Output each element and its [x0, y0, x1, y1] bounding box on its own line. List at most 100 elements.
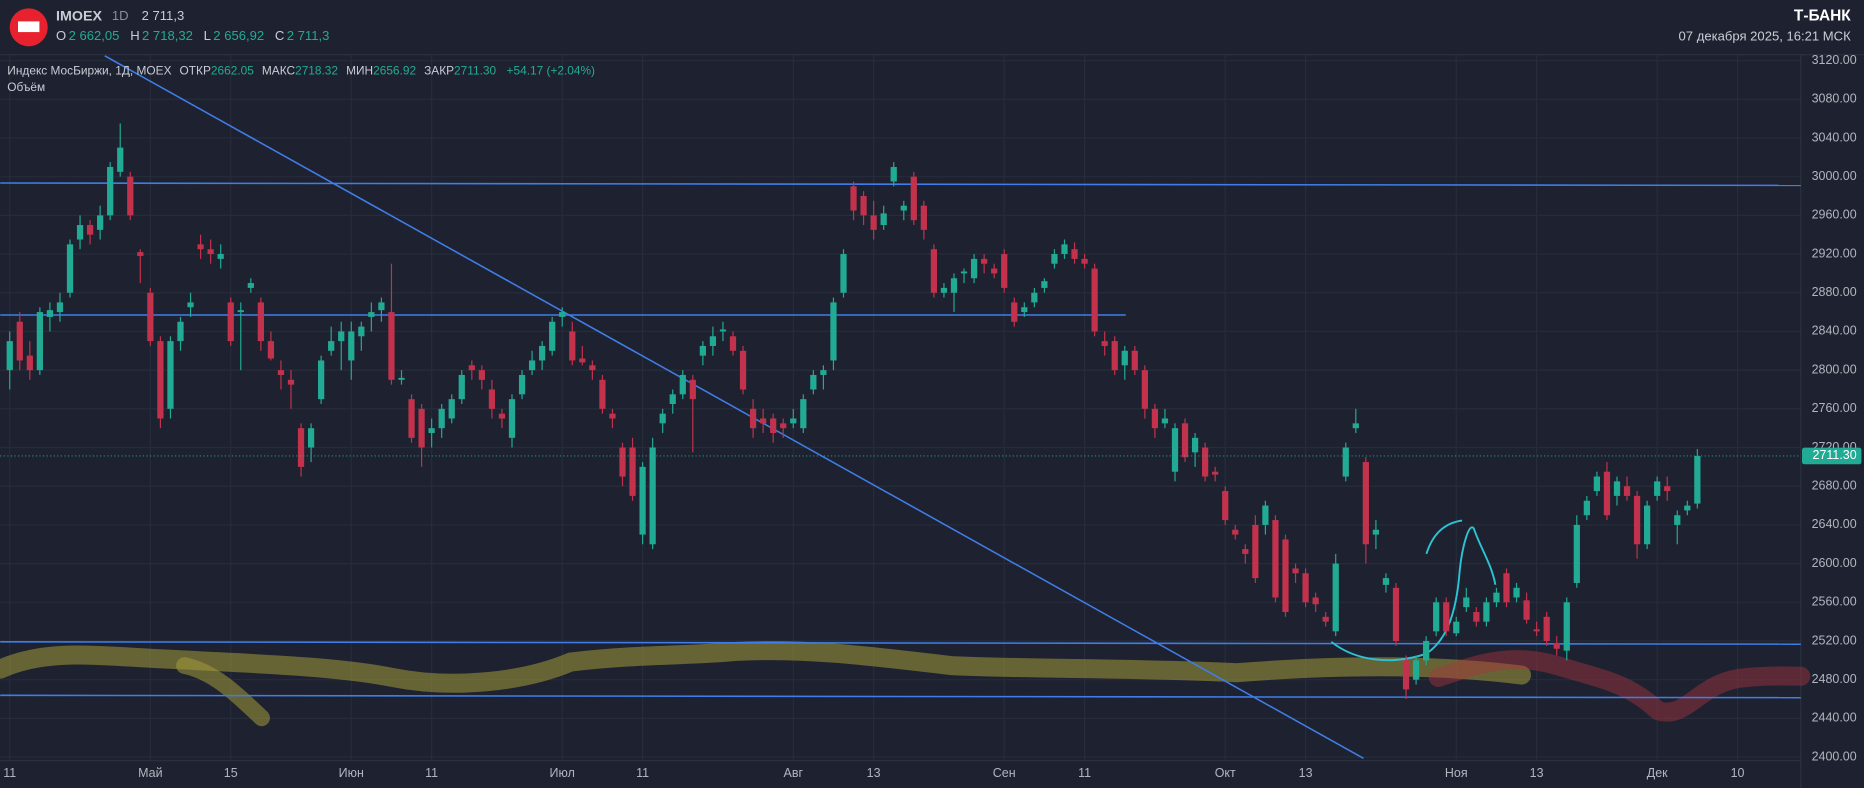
- candle-body: [820, 370, 827, 375]
- candle-body: [1222, 491, 1229, 521]
- candle-body: [338, 331, 345, 342]
- horizontal-line: [0, 694, 1801, 699]
- candle-body: [1503, 573, 1510, 603]
- candle-body: [1563, 602, 1570, 651]
- candle-body: [1483, 602, 1490, 622]
- candle-body: [1433, 602, 1440, 632]
- label: ОТКР: [180, 63, 211, 77]
- candle-body: [1292, 568, 1299, 574]
- highlighter-stroke: [0, 641, 1532, 693]
- candle-body: [689, 379, 696, 400]
- candle-body: [1081, 258, 1088, 264]
- candle-body: [46, 310, 54, 317]
- candle-body: [1553, 642, 1560, 649]
- label: ЗАКР: [424, 63, 454, 77]
- candle-body: [458, 374, 465, 400]
- y-tick-label: 3000.00: [1812, 169, 1857, 183]
- candle-body: [1151, 408, 1159, 429]
- candle-body: [1513, 587, 1520, 598]
- y-tick-label: 2480.00: [1812, 672, 1857, 686]
- candle-body: [508, 399, 516, 438]
- candle-body: [760, 418, 767, 424]
- candle-body: [1171, 428, 1179, 472]
- candle-body: [1654, 481, 1661, 496]
- candle-body: [729, 336, 737, 351]
- candle-body: [780, 423, 787, 429]
- candle-body: [1332, 563, 1339, 632]
- candle-body: [528, 360, 536, 371]
- brand: Т-БАНК: [1794, 8, 1851, 25]
- candle-body: [589, 365, 596, 371]
- candle-body: [76, 225, 84, 240]
- value: 2 656,92: [213, 28, 264, 43]
- candle-body: [639, 466, 646, 535]
- y-tick-label: 2880.00: [1812, 285, 1857, 299]
- x-tick-label: 10: [1731, 766, 1745, 780]
- candle-body: [1101, 341, 1108, 346]
- candle-body: [1061, 244, 1068, 255]
- candle-body: [318, 360, 325, 400]
- candle-body: [930, 249, 938, 293]
- y-tick-label: 3040.00: [1812, 130, 1857, 144]
- candle-body: [1402, 660, 1410, 690]
- candle-body: [207, 249, 214, 255]
- candle-body: [709, 336, 717, 346]
- label: H: [130, 28, 139, 43]
- candle-body: [26, 355, 33, 371]
- candle-body: [920, 205, 927, 230]
- candle-body: [1091, 268, 1098, 332]
- candle-body: [1352, 423, 1359, 429]
- candle-body: [940, 287, 948, 293]
- candle-body: [1684, 505, 1691, 511]
- candle-body: [368, 312, 375, 317]
- candle-body: [679, 374, 686, 395]
- candle-body: [749, 408, 757, 429]
- logo-mark: [18, 21, 40, 33]
- candle-body: [287, 379, 295, 385]
- value: 2656.92: [373, 63, 416, 77]
- trend-line: [104, 55, 1364, 759]
- candle-body: [1272, 520, 1279, 598]
- candle-body: [127, 176, 134, 216]
- candle-body: [358, 326, 365, 337]
- candle-body: [719, 329, 727, 332]
- candle-body: [739, 350, 747, 390]
- candle-body: [468, 365, 475, 371]
- candle-body: [699, 345, 706, 356]
- candle-body: [1412, 660, 1420, 680]
- x-tick-label: 11: [636, 766, 649, 780]
- value: 2 718,32: [142, 28, 193, 43]
- x-tick-label: 13: [1299, 766, 1313, 780]
- candle-body: [328, 341, 335, 351]
- interval: 1D: [112, 8, 129, 23]
- y-tick-label: 2920.00: [1812, 246, 1857, 260]
- candle-body: [498, 413, 506, 419]
- candle-body: [408, 399, 415, 438]
- x-tick-label: Окт: [1215, 766, 1236, 780]
- x-tick-label: 13: [867, 766, 881, 780]
- candle-body: [1583, 500, 1590, 516]
- x-tick-label: 11: [1078, 766, 1091, 780]
- candle-body: [1191, 437, 1199, 453]
- candle-body: [117, 147, 124, 172]
- value: 2 711,3: [287, 28, 330, 43]
- candle-body: [107, 166, 114, 216]
- candle-body: [549, 321, 556, 351]
- candle-body: [297, 428, 305, 467]
- label: O: [56, 28, 66, 43]
- candle-body: [448, 399, 455, 419]
- candle-body: [599, 379, 606, 409]
- candle-body: [1423, 640, 1430, 661]
- candle-body: [1603, 471, 1611, 516]
- candle-body: [267, 341, 275, 359]
- candle-body: [1593, 476, 1601, 492]
- candle-body: [1041, 281, 1048, 288]
- candle-body: [1674, 515, 1681, 525]
- candle-body: [1212, 471, 1219, 475]
- header-price: 2 711,3: [142, 8, 185, 23]
- x-tick-label: Ноя: [1445, 766, 1468, 780]
- candle-body: [177, 321, 184, 342]
- y-tick-label: 3080.00: [1812, 92, 1857, 106]
- candle-body: [1633, 495, 1641, 545]
